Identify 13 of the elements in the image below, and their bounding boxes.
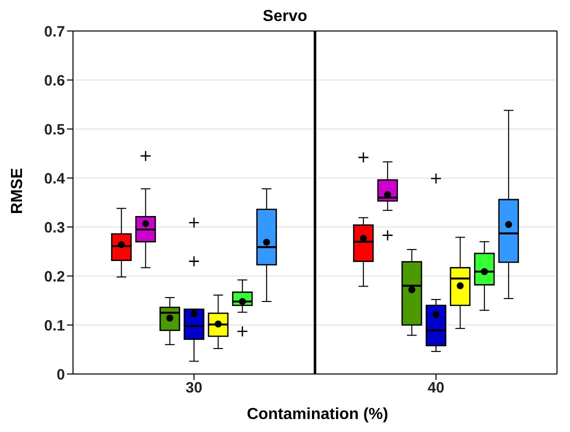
y-tick-label: 0.5 (44, 121, 65, 138)
y-tick-label: 0.1 (44, 317, 65, 334)
chart-title: Servo (262, 8, 308, 25)
x-tick-label: 40 (428, 380, 444, 397)
y-tick-label: 0 (56, 366, 65, 384)
y-tick-label: 0.6 (44, 72, 65, 90)
x-axis-title: Contamination (%) (246, 406, 390, 424)
y-tick-label: 0.2 (44, 268, 65, 286)
x-tick-label: 30 (186, 380, 202, 397)
y-axis-title: RMSE (9, 168, 27, 214)
y-tick-label: 0.4 (44, 170, 66, 188)
y-tick-label: 0.3 (44, 219, 65, 236)
y-tick-label: 0.7 (44, 23, 65, 40)
